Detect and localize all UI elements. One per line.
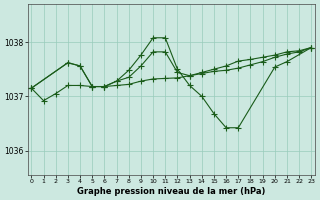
X-axis label: Graphe pression niveau de la mer (hPa): Graphe pression niveau de la mer (hPa) — [77, 187, 266, 196]
